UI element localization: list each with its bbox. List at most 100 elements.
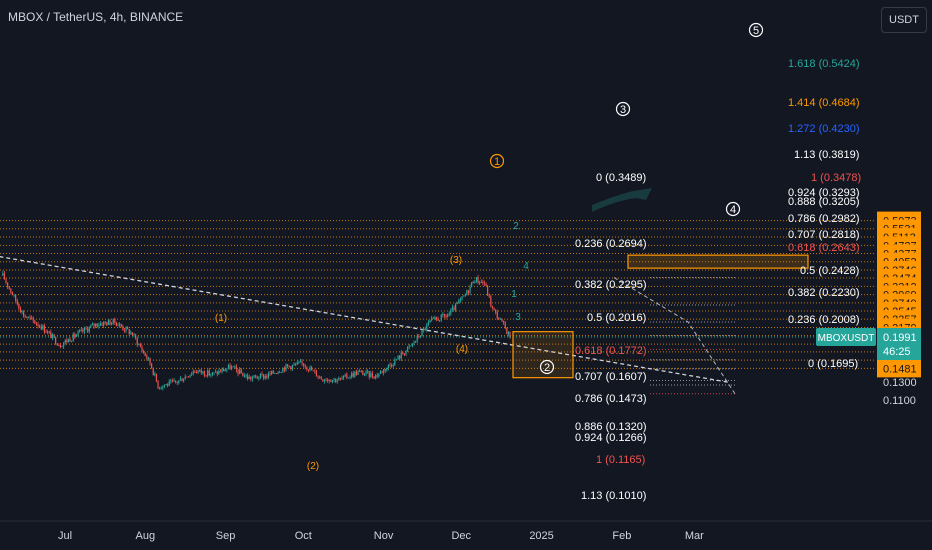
candle-body [442,314,444,315]
candle-body [133,334,135,336]
candle-body [493,307,495,310]
candle-body [331,379,334,383]
candle-body [195,371,198,373]
candle-body [104,321,106,323]
fib-label: 1.414 (0.4684) [788,97,860,109]
candle-body [2,273,4,276]
fib-label: 0.707 (0.1607) [575,371,647,383]
candle-body [21,311,23,313]
fib-label: 0.5 (0.2428) [800,265,859,277]
candle-body [211,372,214,375]
candle-body [45,331,47,333]
candle-body [179,378,182,381]
candle-body [509,331,511,338]
candle-body [431,318,433,321]
candle-body [114,318,116,323]
candle-body [243,375,246,377]
candle-body [282,367,284,373]
candle-body [365,371,367,374]
time-axis[interactable]: Jul Aug Sep Oct Nov Dec 2025 Feb Mar [0,520,932,550]
currency-button[interactable]: USDT [881,7,927,33]
candle-body [488,295,490,297]
trendline [0,256,729,383]
candle-body [151,363,153,369]
candle-body [501,318,503,321]
candle-body [495,309,497,313]
candle-body [101,323,103,326]
candle-body [103,321,105,326]
candle-body [312,370,314,372]
fib-label: 0.382 (0.2230) [788,287,860,299]
price-axis[interactable]: 0.59730.55310.51130.47270.43770.40520.37… [876,0,932,520]
candle-body [115,322,118,327]
candle-body [39,325,41,327]
candle-body [368,371,370,377]
candle-body [10,288,12,293]
candle-body [344,374,346,376]
candle-body [152,368,154,375]
candle-body [245,375,247,377]
candle-body [119,324,121,326]
candle-body [447,315,449,318]
candle-body [295,364,297,366]
candle-body [35,323,38,325]
candle-body [469,286,471,293]
time-axis-bg [0,521,932,550]
current-price-badge-bg [877,328,921,360]
candle-body [176,381,178,383]
candle-body [355,371,358,375]
candle-body [451,307,454,310]
candle-body [507,331,510,335]
candle-body [168,381,170,386]
candle-body [56,343,58,346]
fib-label: 0.707 (0.2818) [788,229,860,241]
elliott-wave-labels: (1) (2) (3) (4) 1 2 3 4 5 2 4 1 3 [215,22,764,472]
candle-body [55,337,57,344]
candle-body [120,324,122,327]
candle-body [466,290,468,295]
candle-body [154,373,156,375]
candle-body [248,377,250,379]
candlesticks [2,270,511,391]
candle-body [261,373,263,375]
candle-body [63,342,65,347]
wave-label: 4 [523,261,529,272]
candle-body [210,374,212,376]
candle-body [71,340,73,342]
wave-label: 2 [513,221,519,232]
candle-body [163,385,166,387]
candle-body [307,369,310,371]
symbol-label: MBOXUSDT [818,333,875,344]
candle-body [226,368,228,370]
candle-body [490,296,492,306]
fib-label: 0.618 (0.1772) [575,345,647,357]
correction-zone-box [512,331,574,379]
candle-body [227,365,230,369]
candle-body [373,376,375,379]
fib-label: 0.886 (0.1320) [575,421,647,433]
candle-body [296,362,298,365]
candle-body [288,366,290,367]
candle-body [184,376,186,380]
candle-body [467,290,470,293]
candle-body [280,372,282,373]
candle-body [503,320,505,323]
candle-body [240,369,242,374]
candle-body [357,371,359,375]
candle-body [391,365,393,367]
candle-body [7,282,9,287]
trendline-line [0,256,729,383]
candle-body [325,380,327,382]
time-tick-label: Aug [136,530,156,542]
candle-body [147,357,150,359]
candle-body [427,322,430,325]
fib-label: 0.924 (0.1266) [575,432,647,444]
candle-body [475,277,478,283]
candle-body [279,372,281,374]
candle-body [251,377,254,380]
symbol-badge [816,328,876,346]
wave-label: 3 [620,104,626,116]
candle-body [335,378,337,382]
candle-body [66,340,68,342]
